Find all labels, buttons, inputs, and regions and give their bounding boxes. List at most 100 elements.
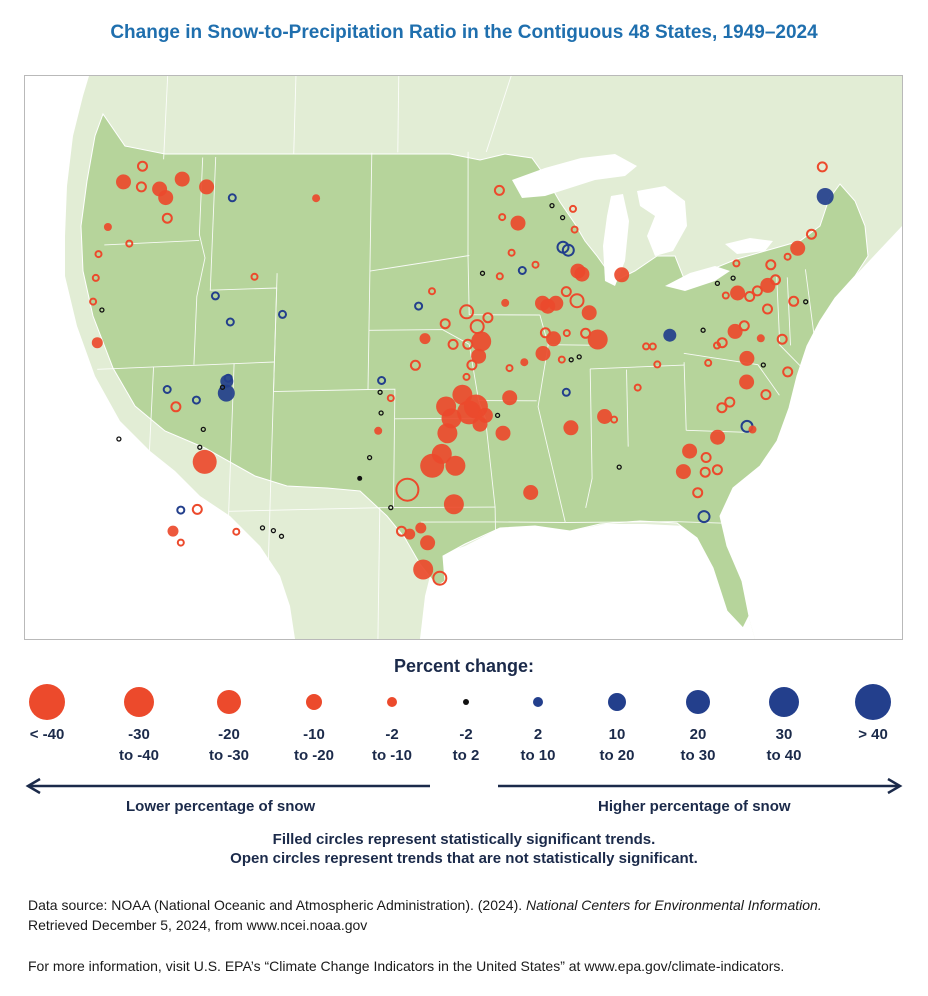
legend-symbol bbox=[9, 682, 85, 722]
map-frame bbox=[24, 75, 903, 640]
legend-item: -2 to 2 bbox=[428, 682, 504, 766]
legend-label-line-2: to 10 bbox=[520, 747, 556, 764]
station-marker bbox=[219, 384, 226, 390]
legend-label-line-1: 30 bbox=[775, 726, 793, 743]
station-marker bbox=[278, 533, 285, 539]
station-marker bbox=[377, 389, 383, 395]
station-marker bbox=[751, 285, 763, 297]
station-marker bbox=[704, 358, 713, 367]
station-marker bbox=[378, 410, 384, 416]
province-boundary bbox=[397, 76, 400, 153]
legend-item: -30 to -40 bbox=[101, 682, 177, 766]
station-marker bbox=[569, 293, 585, 309]
station-marker bbox=[94, 250, 103, 259]
legend-item: -20 to -30 bbox=[191, 682, 267, 766]
station-marker bbox=[783, 252, 792, 261]
station-marker bbox=[170, 401, 182, 413]
station-marker bbox=[732, 259, 741, 268]
station-marker bbox=[557, 355, 566, 364]
station-marker bbox=[711, 464, 723, 476]
station-marker bbox=[816, 161, 828, 173]
legend-item: > 40 bbox=[835, 682, 911, 745]
legend-label-line-1: 20 bbox=[689, 726, 707, 743]
station-marker bbox=[432, 570, 448, 586]
station-marker bbox=[510, 215, 526, 231]
legend-title: Percent change: bbox=[393, 656, 535, 676]
state-boundary bbox=[776, 276, 803, 388]
legend-label: -2 to 2 bbox=[428, 724, 504, 766]
legend-label-line-1: < -40 bbox=[29, 726, 65, 743]
station-marker bbox=[443, 494, 464, 515]
state-boundary bbox=[209, 156, 369, 393]
station-marker bbox=[250, 272, 259, 281]
station-marker bbox=[191, 395, 201, 405]
station-marker bbox=[744, 291, 756, 302]
station-marker bbox=[137, 160, 148, 172]
legend-label: 2 to 10 bbox=[500, 724, 576, 766]
station-marker bbox=[441, 408, 462, 429]
legend-symbol bbox=[354, 682, 430, 722]
station-marker bbox=[161, 212, 173, 224]
state-boundary bbox=[683, 562, 720, 604]
state-boundary bbox=[228, 507, 380, 512]
legend-label-line-1: -2 bbox=[385, 726, 399, 743]
station-marker bbox=[724, 396, 736, 408]
station-marker bbox=[472, 416, 488, 432]
station-marker bbox=[225, 317, 235, 327]
station-marker bbox=[561, 243, 575, 257]
state-boundary bbox=[786, 277, 791, 346]
station-marker bbox=[167, 525, 179, 537]
station-marker bbox=[561, 387, 571, 397]
province-boundary bbox=[293, 76, 297, 155]
station-marker bbox=[790, 240, 806, 256]
station-marker bbox=[374, 426, 383, 435]
state-boundary bbox=[368, 329, 470, 345]
station-marker bbox=[176, 505, 186, 515]
station-marker bbox=[760, 389, 772, 401]
station-marker bbox=[803, 299, 809, 305]
station-marker bbox=[471, 331, 492, 352]
station-marker bbox=[597, 409, 613, 424]
state-boundary bbox=[393, 506, 496, 509]
state-boundary bbox=[496, 566, 638, 639]
state-boundary bbox=[683, 352, 780, 396]
station-marker bbox=[549, 202, 555, 209]
province-boundary bbox=[485, 76, 512, 153]
pacific-ocean bbox=[25, 76, 295, 639]
station-marker bbox=[445, 455, 466, 476]
legend-label-line-1: -2 bbox=[459, 726, 473, 743]
legend-symbol bbox=[835, 682, 911, 722]
station-marker bbox=[714, 280, 721, 287]
state-boundary bbox=[367, 152, 396, 639]
station-marker bbox=[633, 383, 642, 392]
legend-symbol bbox=[579, 682, 655, 722]
contiguous-us bbox=[80, 112, 869, 629]
station-marker bbox=[699, 466, 711, 478]
station-marker bbox=[563, 420, 579, 436]
station-marker bbox=[135, 181, 147, 193]
station-marker bbox=[569, 204, 577, 213]
legend-label-line-2: to -20 bbox=[293, 747, 334, 764]
station-marker bbox=[581, 305, 597, 321]
station-marker bbox=[559, 214, 566, 221]
legend-item: 30 to 40 bbox=[746, 682, 822, 766]
legend-label-line-1: -10 bbox=[303, 726, 325, 743]
station-marker bbox=[462, 372, 471, 381]
station-marker bbox=[482, 312, 494, 324]
station-marker bbox=[125, 239, 134, 248]
station-marker bbox=[505, 364, 514, 373]
station-marker bbox=[176, 538, 185, 547]
legend-circle bbox=[855, 684, 891, 720]
legend-label-line-2: to 40 bbox=[766, 747, 802, 764]
station-marker bbox=[91, 337, 103, 349]
station-marker bbox=[697, 510, 711, 524]
station-marker bbox=[471, 348, 487, 364]
station-marker bbox=[574, 266, 590, 282]
station-marker bbox=[648, 342, 657, 351]
legend-item: -10 to -20 bbox=[276, 682, 352, 766]
legend-circle bbox=[533, 697, 543, 707]
station-marker bbox=[762, 303, 773, 315]
station-marker bbox=[501, 298, 510, 307]
station-marker bbox=[99, 307, 105, 313]
state-boundary bbox=[467, 151, 540, 316]
